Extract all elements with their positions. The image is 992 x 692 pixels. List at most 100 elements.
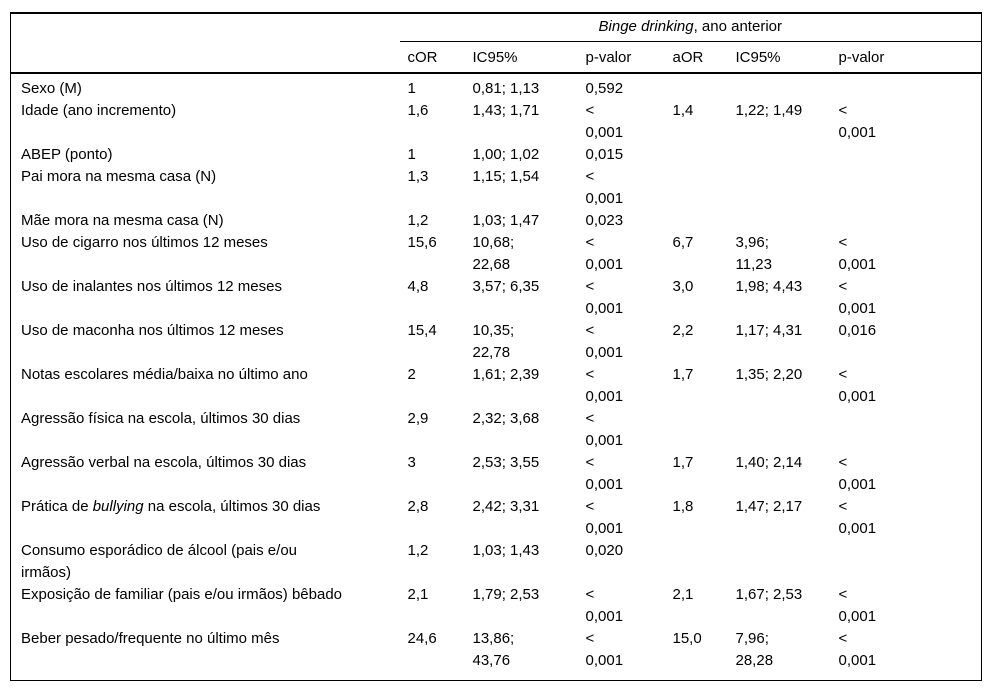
p-value-adjusted-cell: < 0,001 (838, 454, 877, 493)
ic95-adjusted-cell (728, 73, 831, 100)
cor-cell: 2,8 (407, 498, 429, 515)
ic95-crude-cell: 2,32; 3,68 (472, 410, 540, 427)
cor-cell: 15,6 (407, 234, 437, 251)
p-value-adjusted-cell: < 0,001 (838, 278, 877, 317)
ic95-adjusted-cell: 7,96; 28,28 (735, 630, 774, 669)
table-row: Uso de cigarro nos últimos 12 meses 15,6 1… (11, 232, 982, 276)
aor-cell: 1,7 (672, 454, 694, 471)
spanner-title-rest: , ano anterior (693, 18, 782, 36)
table-row: Exposição de familiar (pais e/ou irmãos)… (11, 584, 982, 628)
ic95-adjusted-cell (728, 166, 831, 210)
odds-ratio-results-table: Binge drinking, ano anterior cOR IC95% p… (10, 12, 983, 681)
aor-cell (665, 166, 728, 210)
row-label: Agressão verbal na escola, últimos 30 di… (21, 454, 307, 471)
row-label-cell: Beber pesado/frequente no último mês (11, 628, 400, 681)
column-header-ic95-adjusted: IC95% (727, 41, 831, 74)
row-label-cell: Mãe mora na mesma casa (N) (11, 210, 400, 232)
p-value-adjusted-cell: < 0,001 (838, 234, 877, 273)
row-label-cell: Idade (ano incremento) (11, 100, 400, 144)
ic95-crude-cell: 1,79; 2,53 (472, 586, 540, 603)
ic95-adjusted-cell: 1,98; 4,43 (735, 278, 803, 295)
column-header-cor: cOR (399, 41, 465, 74)
aor-cell: 15,0 (672, 630, 702, 647)
table-row: Beber pesado/frequente no último mês 24,6… (11, 628, 982, 681)
ic95-adjusted-cell: 1,17; 4,31 (735, 322, 803, 339)
aor-cell (665, 408, 728, 452)
p-value-adjusted-cell (831, 73, 982, 100)
aor-cell: 1,7 (672, 366, 694, 383)
ic95-adjusted-cell: 1,67; 2,53 (735, 586, 803, 603)
row-label-cell: Uso de cigarro nos últimos 12 meses (11, 232, 400, 276)
table-body: Sexo (M) 1 0,81; 1,13 0,592 Idade (ano incre… (11, 73, 982, 681)
p-value-adjusted-cell (831, 408, 982, 452)
cor-cell: 2,1 (407, 586, 429, 603)
cor-cell: 2 (407, 366, 416, 383)
row-label-cell: Sexo (M) (11, 73, 400, 100)
p-value-adjusted-cell: < 0,001 (838, 630, 877, 669)
column-header-pvalue-crude: p-valor (577, 41, 665, 74)
aor-cell: 1,4 (672, 102, 694, 119)
aor-cell (665, 540, 728, 584)
row-label-cell: Agressão física na escola, últimos 30 di… (11, 408, 400, 452)
p-value-adjusted-cell (831, 144, 982, 166)
column-header-row: cOR IC95% p-valor aOR IC95% p-valor (10, 41, 982, 74)
p-value-crude-cell: < 0,001 (585, 586, 624, 625)
ic95-adjusted-cell (728, 144, 831, 166)
ic95-adjusted-cell: 3,96; 11,23 (735, 234, 772, 273)
p-value-crude-cell: 0,020 (585, 542, 624, 559)
ic95-crude-cell: 3,57; 6,35 (472, 278, 540, 295)
aor-cell: 2,1 (672, 586, 694, 603)
p-value-crude-cell: < 0,001 (585, 498, 624, 537)
ic95-crude-cell: 1,15; 1,54 (472, 168, 540, 185)
table-row: ABEP (ponto) 1 1,00; 1,02 0,015 (11, 144, 982, 166)
ic95-crude-cell: 1,43; 1,71 (472, 102, 540, 119)
cor-cell: 3 (407, 454, 416, 471)
row-label: Uso de maconha nos últimos 12 meses (21, 322, 284, 339)
row-label: Beber pesado/frequente no último mês (21, 630, 280, 647)
row-label: Uso de cigarro nos últimos 12 meses (21, 234, 268, 251)
aor-cell: 1,8 (672, 498, 694, 515)
row-label: Exposição de familiar (pais e/ou irmãos)… (21, 586, 342, 603)
ic95-crude-cell: 13,86; 43,76 (472, 630, 515, 669)
ic95-crude-cell: 2,53; 3,55 (472, 454, 540, 471)
ic95-adjusted-cell (728, 540, 831, 584)
table-row: Uso de maconha nos últimos 12 meses 15,4 1… (11, 320, 982, 364)
table-row: Consumo esporádico de álcool (pais e/ou … (11, 540, 982, 584)
ic95-adjusted-cell: 1,40; 2,14 (735, 454, 803, 471)
row-label-cell: Uso de maconha nos últimos 12 meses (11, 320, 400, 364)
ic95-adjusted-cell: 1,35; 2,20 (735, 366, 803, 383)
row-label-cell: ABEP (ponto) (11, 144, 400, 166)
p-value-crude-cell: < 0,001 (585, 322, 624, 361)
cor-cell: 15,4 (407, 322, 437, 339)
p-value-crude-cell: < 0,001 (585, 366, 624, 405)
row-label-cell: Exposição de familiar (pais e/ou irmãos)… (11, 584, 400, 628)
ic95-crude-cell: 10,68; 22,68 (472, 234, 515, 273)
spanner-title-italic: Binge drinking (598, 18, 694, 36)
p-value-adjusted-cell: 0,016 (838, 322, 877, 339)
table-row: Agressão física na escola, últimos 30 di… (11, 408, 982, 452)
p-value-adjusted-cell: < 0,001 (838, 498, 877, 537)
row-label: ABEP (ponto) (21, 146, 113, 163)
row-label-cell: Notas escolares média/baixa no último an… (11, 364, 400, 408)
p-value-crude-cell: 0,015 (585, 146, 624, 163)
row-label-cell: Prática de bullying na escola, últimos 3… (11, 496, 400, 540)
ic95-crude-cell: 0,81; 1,13 (472, 80, 540, 97)
ic95-crude-cell: 1,61; 2,39 (472, 366, 540, 383)
p-value-adjusted-cell (831, 210, 982, 232)
cor-cell: 1 (407, 80, 416, 97)
cor-cell: 1 (407, 146, 416, 163)
row-label-cell: Agressão verbal na escola, últimos 30 di… (11, 452, 400, 496)
empty-stub-cell (11, 13, 400, 41)
table-row: Notas escolares média/baixa no último an… (11, 364, 982, 408)
spanner-title-row: Binge drinking, ano anterior (11, 13, 982, 42)
p-value-crude-cell: < 0,001 (585, 168, 624, 207)
p-value-crude-cell: 0,023 (585, 212, 624, 229)
ic95-crude-cell: 1,03; 1,47 (472, 212, 540, 229)
row-label: Prática de bullying na escola, últimos 3… (21, 498, 321, 515)
ic95-crude-cell: 1,00; 1,02 (472, 146, 540, 163)
row-label: Consumo esporádico de álcool (pais e/ou … (21, 542, 297, 581)
row-label: Mãe mora na mesma casa (N) (21, 212, 224, 229)
row-label: Pai mora na mesma casa (N) (21, 168, 217, 185)
table-row: Agressão verbal na escola, últimos 30 di… (11, 452, 982, 496)
